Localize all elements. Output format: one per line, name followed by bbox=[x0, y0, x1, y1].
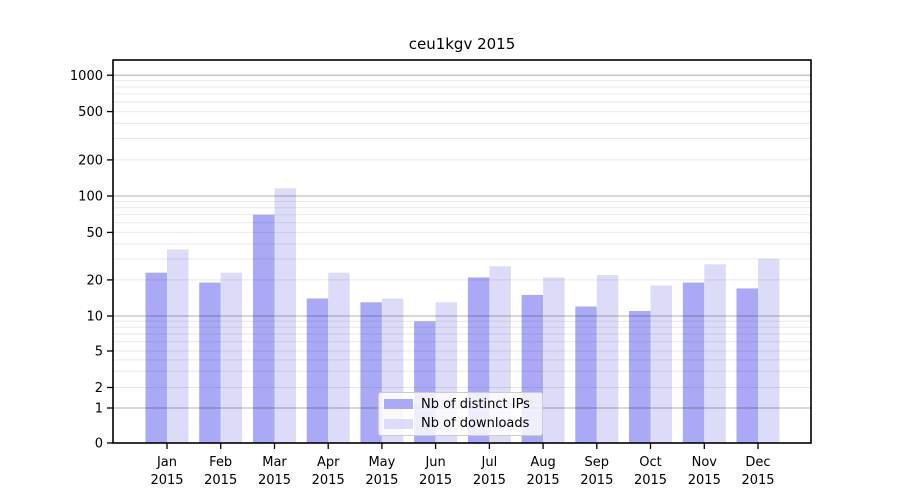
y-tick-label: 1 bbox=[95, 402, 103, 417]
x-tick-label: Jan 2015 bbox=[150, 455, 183, 488]
grid-layer bbox=[113, 74, 811, 409]
x-tick-label: Aug 2015 bbox=[527, 455, 560, 488]
x-tick-label: Jul 2015 bbox=[473, 455, 506, 488]
legend: Nb of distinct IPs Nb of downloads bbox=[378, 392, 543, 436]
legend-label-distinct-ips: Nb of distinct IPs bbox=[421, 396, 530, 412]
y-tick-label: 20 bbox=[86, 273, 103, 288]
x-tick-label: Dec 2015 bbox=[741, 455, 774, 488]
bar-feb-downloads bbox=[220, 272, 243, 443]
legend-swatch-distinct-ips bbox=[384, 399, 413, 410]
x-tick-label: Apr 2015 bbox=[312, 455, 345, 488]
y-tick-label: 2 bbox=[95, 381, 103, 396]
x-tick-label: Jun 2015 bbox=[419, 455, 452, 488]
x-axis: Jan 2015 Feb 2015 Mar 2015 Apr 2015 May 2015 Jun 20… bbox=[150, 443, 775, 488]
bar-nov-distinct-ips bbox=[682, 282, 705, 443]
bar-apr-downloads bbox=[328, 272, 350, 443]
bar-jan-distinct-ips bbox=[145, 272, 167, 443]
y-tick-label: 0 bbox=[95, 437, 103, 452]
y-tick-label: 100 bbox=[78, 190, 103, 205]
legend-item-distinct-ips: Nb of distinct IPs bbox=[384, 396, 536, 413]
chart-title: ceu1kgv 2015 bbox=[408, 35, 516, 53]
y-tick-label: 1000 bbox=[70, 69, 103, 84]
y-tick-label: 5 bbox=[95, 345, 103, 360]
legend-item-downloads: Nb of downloads bbox=[384, 416, 536, 433]
bar-mar-downloads bbox=[274, 188, 296, 443]
x-tick-label: Sep 2015 bbox=[580, 455, 613, 488]
y-tick-label: 50 bbox=[86, 226, 103, 241]
bar-may-distinct-ips bbox=[360, 302, 382, 443]
y-tick-label: 200 bbox=[78, 153, 103, 168]
bar-sep-distinct-ips bbox=[575, 306, 597, 443]
bar-aug-downloads bbox=[543, 277, 565, 443]
y-axis: 0 1 2 5 10 20 50 100 200 500 1000 bbox=[70, 69, 113, 452]
bar-jan-downloads bbox=[167, 249, 189, 443]
bar-mar-distinct-ips bbox=[253, 214, 275, 443]
legend-swatch-downloads bbox=[384, 418, 413, 429]
bar-dec-distinct-ips bbox=[736, 288, 758, 443]
x-tick-label: Oct 2015 bbox=[634, 455, 667, 488]
y-tick-label: 10 bbox=[86, 310, 103, 325]
bar-nov-downloads bbox=[704, 264, 726, 443]
x-tick-label: Nov 2015 bbox=[688, 455, 721, 488]
bar-oct-downloads bbox=[650, 285, 672, 443]
x-tick-label: Mar 2015 bbox=[258, 455, 291, 488]
x-tick-label: May 2015 bbox=[365, 455, 398, 488]
bar-apr-distinct-ips bbox=[306, 298, 329, 443]
bar-sep-downloads bbox=[596, 275, 619, 443]
y-tick-label: 500 bbox=[78, 105, 103, 120]
bar-dec-downloads bbox=[758, 258, 780, 443]
legend-label-downloads: Nb of downloads bbox=[421, 416, 530, 432]
x-tick-label: Feb 2015 bbox=[204, 455, 237, 488]
bar-feb-distinct-ips bbox=[199, 282, 221, 443]
plot-border bbox=[112, 59, 812, 444]
bar-oct-distinct-ips bbox=[629, 311, 651, 443]
